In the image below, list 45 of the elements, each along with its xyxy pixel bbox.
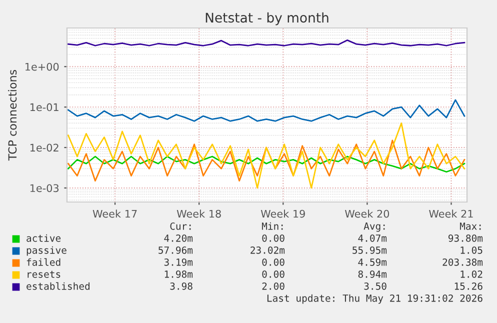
text: 55.95m [352, 246, 387, 254]
text: 4.59m [358, 258, 387, 266]
text: 3.50 [364, 282, 386, 290]
text: 3.98 [170, 282, 192, 290]
line-series [68, 156, 466, 173]
legend-label: active [26, 234, 61, 242]
text: Cur: [170, 222, 191, 230]
line-series [68, 122, 466, 189]
x-tick-label: Week 19 [260, 210, 305, 218]
y-tick-label: 1e-02 [30, 144, 58, 152]
text: 3.19m [164, 258, 193, 266]
y-axis-title: TCP connections [8, 70, 17, 161]
text: 57.96m [158, 246, 193, 254]
text: 93.80m [448, 234, 483, 242]
y-tick-label: 1e-03 [30, 184, 59, 192]
x-tick-label: Week 20 [344, 210, 390, 218]
text: 8.94m [358, 270, 387, 278]
text: 1.02 [460, 270, 482, 278]
legend-label: failed [26, 258, 60, 266]
text: Min: [262, 222, 283, 230]
text: 4.20m [164, 234, 193, 242]
line-series [68, 99, 466, 122]
y-tick-label: 1e+00 [25, 62, 59, 71]
text: Max: [460, 222, 481, 230]
text: Avg: [364, 222, 385, 232]
line-series [68, 140, 466, 182]
chart-title: Netstat - by month [206, 12, 328, 26]
x-tick-label: Week 21 [429, 210, 473, 218]
x-tick-label: Week 18 [176, 210, 221, 218]
legend-label: passive [26, 246, 66, 256]
text: 0.00 [262, 270, 284, 278]
text: 15.26 [454, 282, 482, 290]
text: 2.00 [262, 282, 284, 290]
text: 1.98m [164, 270, 193, 278]
text: 203.38m [442, 258, 483, 266]
text: 1.05 [460, 246, 482, 254]
text: Last update: Thu May 21 19:31:02 2026 [267, 294, 482, 304]
legend-label: established [26, 282, 90, 290]
text: 23.02m [250, 246, 285, 254]
y-tick-label: 1e-01 [30, 103, 58, 112]
x-tick-label: Week 17 [92, 210, 137, 218]
legend-label: resets [28, 270, 60, 278]
text: 0.00 [262, 234, 284, 242]
text: 0.00 [262, 258, 284, 266]
text: 4.07m [358, 234, 387, 242]
